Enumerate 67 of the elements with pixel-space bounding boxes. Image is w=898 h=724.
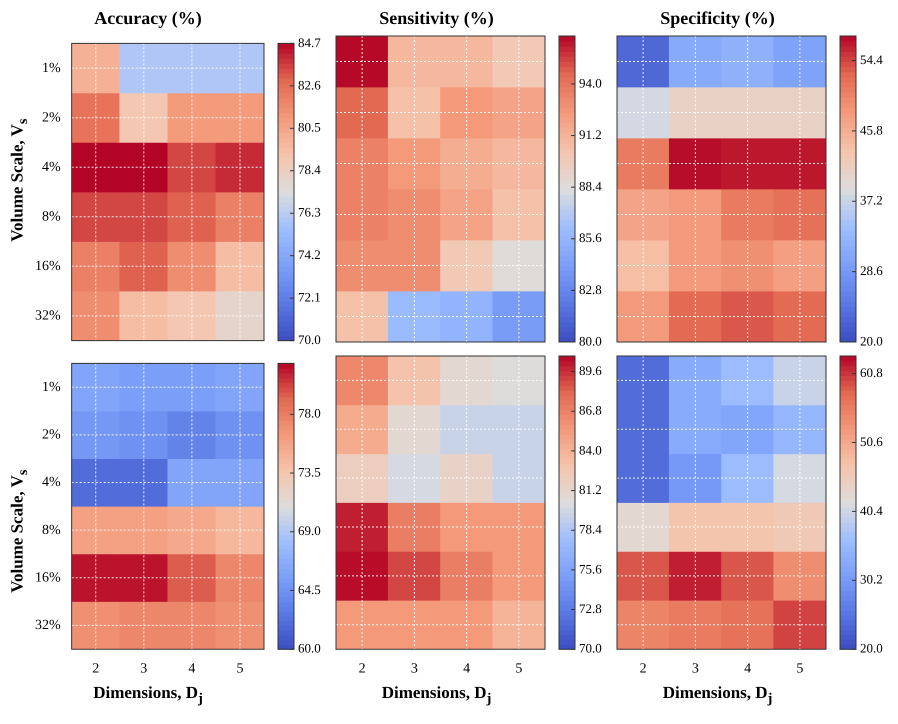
chart-title: Sensitivity (%) xyxy=(378,8,495,30)
color-bar-label: 73.5 xyxy=(298,464,321,480)
color-bar-label: 75.6 xyxy=(579,561,602,576)
color-bar-label: 30.2 xyxy=(860,572,883,587)
color-bar-label: 84.7 xyxy=(298,34,322,50)
x-tick-label: 3 xyxy=(410,661,418,676)
color-bar-label: 85.6 xyxy=(579,230,602,246)
color-bar-label: 64.5 xyxy=(298,582,321,597)
y-tick-label: 4% xyxy=(42,475,61,490)
x-tick-label: 5 xyxy=(236,661,244,676)
color-bar-label: 82.6 xyxy=(298,77,322,92)
color-bar-label: 76.3 xyxy=(298,204,321,220)
color-bar-label: 88.4 xyxy=(579,178,602,194)
color-bar-label: 20.0 xyxy=(860,333,883,348)
color-bar-label: 60.0 xyxy=(298,640,321,656)
y-tick-label: 1% xyxy=(42,60,61,76)
color-bar-label: 70.0 xyxy=(298,332,321,348)
color-bar-label: 89.6 xyxy=(579,363,602,378)
x-axis-title: Dimensions, D$_{j}$ xyxy=(92,682,204,708)
x-tick-label: 3 xyxy=(140,661,148,676)
x-tick-label: 4 xyxy=(463,661,470,676)
x-tick-label: 4 xyxy=(744,661,752,676)
color-bar-label: 84.0 xyxy=(579,442,602,458)
x-tick-label: 2 xyxy=(358,661,366,676)
color-bar-label: 82.8 xyxy=(579,282,602,297)
y-tick-label: 16% xyxy=(34,258,61,274)
x-tick-label: 2 xyxy=(640,661,647,676)
color-bar-label: 50.6 xyxy=(860,434,884,449)
x-tick-label: 5 xyxy=(796,661,804,676)
color-bar-label: 28.6 xyxy=(860,263,884,278)
color-bar-label: 86.8 xyxy=(579,402,602,418)
x-axis-title: Dimensions, D$_{j}$ xyxy=(380,682,492,708)
color-bar-label: 78.4 xyxy=(579,522,602,537)
color-bar-label: 74.2 xyxy=(298,247,321,262)
y-tick-label: 8% xyxy=(42,522,61,538)
color-bar-label: 45.8 xyxy=(860,122,883,138)
color-bar-label: 72.8 xyxy=(579,600,602,616)
x-tick-label: 4 xyxy=(188,661,196,676)
x-tick-label: 3 xyxy=(692,661,699,676)
x-tick-label: 5 xyxy=(515,661,522,676)
color-bar-label: 78.4 xyxy=(298,162,322,178)
color-bar-label: 40.4 xyxy=(860,502,884,518)
chart-title: Specificity (%) xyxy=(659,8,776,30)
color-bar-label: 37.2 xyxy=(860,192,883,208)
y-tick-label: 16% xyxy=(34,570,61,586)
color-bar-label: 80.5 xyxy=(298,120,321,135)
x-tick-label: 2 xyxy=(92,661,100,676)
y-tick-label: 2% xyxy=(42,428,61,443)
y-tick-label: 32% xyxy=(34,618,61,634)
y-tick-label: 32% xyxy=(34,308,61,324)
color-bar-label: 70.0 xyxy=(579,640,602,656)
color-bar-label: 94.0 xyxy=(579,75,602,90)
color-bar-label: 72.1 xyxy=(298,290,321,305)
color-bar-label: 54.4 xyxy=(860,52,884,67)
y-tick-label: 1% xyxy=(42,380,61,395)
y-tick-label: 2% xyxy=(42,110,61,126)
color-bar-label: 80.0 xyxy=(579,333,602,348)
y-tick-label: 8% xyxy=(42,209,61,224)
color-bar-label: 81.2 xyxy=(579,482,602,497)
color-bar-label: 20.0 xyxy=(860,640,883,656)
chart-title: Accuracy (%) xyxy=(93,8,203,30)
x-axis-title: Dimensions, D$_{j}$ xyxy=(662,682,774,708)
y-tick-label: 4% xyxy=(42,160,61,175)
color-bar-label: 78.0 xyxy=(298,406,321,421)
color-bar-label: 60.8 xyxy=(860,364,883,380)
color-bar-label: 91.2 xyxy=(579,126,602,142)
color-bar-label: 69.0 xyxy=(298,523,321,538)
